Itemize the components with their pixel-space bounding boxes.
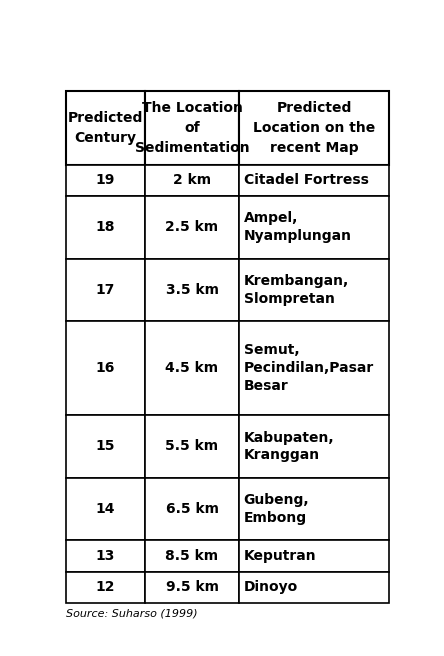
Bar <box>145 572 239 603</box>
Text: Predicted
Century: Predicted Century <box>67 111 143 145</box>
Bar <box>145 258 239 321</box>
Bar <box>239 415 389 478</box>
Text: 9.5 km: 9.5 km <box>166 581 218 594</box>
Bar <box>239 321 389 415</box>
Bar <box>239 196 389 258</box>
Bar <box>239 91 389 165</box>
Bar <box>239 165 389 196</box>
Text: 8.5 km: 8.5 km <box>166 549 218 563</box>
Text: 4.5 km: 4.5 km <box>166 361 218 375</box>
Bar <box>66 196 145 258</box>
Text: Source: Suharso (1999): Source: Suharso (1999) <box>66 608 198 618</box>
Text: 12: 12 <box>95 581 115 594</box>
Text: 19: 19 <box>95 173 115 187</box>
Bar <box>239 258 389 321</box>
Bar <box>145 541 239 572</box>
Bar <box>145 196 239 258</box>
Bar <box>66 321 145 415</box>
Bar <box>145 415 239 478</box>
Bar <box>145 91 239 165</box>
Text: 15: 15 <box>95 440 115 453</box>
Bar <box>66 415 145 478</box>
Text: 3.5 km: 3.5 km <box>166 283 218 297</box>
Text: 2.5 km: 2.5 km <box>166 220 218 234</box>
Bar <box>145 165 239 196</box>
Bar <box>66 258 145 321</box>
Text: The Location
of
Sedimentation: The Location of Sedimentation <box>135 101 250 155</box>
Text: 14: 14 <box>95 502 115 516</box>
Text: 2 km: 2 km <box>173 173 211 187</box>
Text: 13: 13 <box>95 549 115 563</box>
Text: Dinoyo: Dinoyo <box>243 581 298 594</box>
Text: 5.5 km: 5.5 km <box>166 440 218 453</box>
Text: Semut,
Pecindilan,Pasar
Besar: Semut, Pecindilan,Pasar Besar <box>243 343 374 393</box>
Bar <box>66 541 145 572</box>
Bar <box>145 478 239 541</box>
Text: Predicted
Location on the
recent Map: Predicted Location on the recent Map <box>253 101 376 155</box>
Bar <box>66 572 145 603</box>
Text: Kabupaten,
Kranggan: Kabupaten, Kranggan <box>243 430 334 462</box>
Text: 17: 17 <box>95 283 115 297</box>
Bar <box>66 478 145 541</box>
Bar <box>145 321 239 415</box>
Bar <box>66 91 145 165</box>
Bar <box>239 572 389 603</box>
Text: Citadel Fortress: Citadel Fortress <box>243 173 369 187</box>
Text: Gubeng,
Embong: Gubeng, Embong <box>243 493 309 525</box>
Text: 18: 18 <box>95 220 115 234</box>
Text: Keputran: Keputran <box>243 549 316 563</box>
Bar <box>66 165 145 196</box>
Text: 16: 16 <box>95 361 115 375</box>
Bar <box>239 541 389 572</box>
Text: Krembangan,
Slompretan: Krembangan, Slompretan <box>243 274 349 306</box>
Text: 6.5 km: 6.5 km <box>166 502 218 516</box>
Text: Ampel,
Nyamplungan: Ampel, Nyamplungan <box>243 211 352 243</box>
Bar <box>239 478 389 541</box>
